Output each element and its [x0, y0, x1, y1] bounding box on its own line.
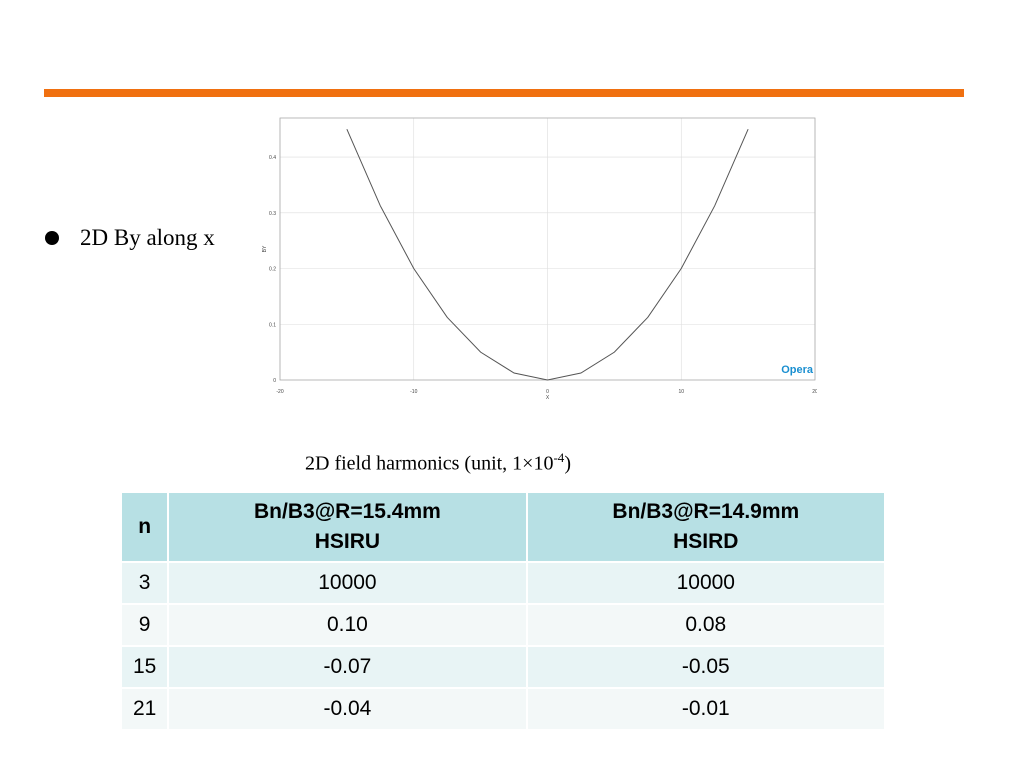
bullet-dot [45, 231, 59, 245]
table-row: 3 10000 10000 [122, 562, 887, 605]
header-line: Bn/B3@R=14.9mm [612, 500, 800, 523]
table-row: 9 0.10 0.08 [122, 604, 887, 647]
header-line: HSIRU [314, 530, 381, 553]
header-line: Bn/B3@R=15.4mm [254, 500, 441, 523]
table-cell: 0.08 [526, 604, 887, 647]
x-tick-label: 20 [812, 389, 817, 395]
x-tick-label: 10 [678, 389, 684, 395]
table-cell: 15 [122, 646, 170, 689]
table-cell: 0.10 [168, 604, 528, 647]
caption-end: ) [564, 452, 571, 475]
header-rule [44, 89, 964, 97]
x-tick-label: -20 [276, 389, 283, 395]
table-cell: 9 [122, 604, 170, 647]
y-tick-label: 0.4 [269, 155, 276, 161]
table-row: 15 -0.07 -0.05 [122, 646, 887, 689]
y-tick-label: 0.2 [269, 267, 276, 273]
caption-sup: -4 [553, 450, 565, 465]
chart-bg [260, 115, 817, 405]
y-tick-label: 0.3 [269, 211, 276, 217]
table-row: 21 -0.04 -0.01 [122, 688, 887, 731]
y-tick-label: 0.1 [269, 322, 276, 328]
table-cell: 21 [122, 688, 170, 731]
table-cell: -0.04 [168, 688, 528, 731]
table: n Bn/B3@R=15.4mm HSIRU Bn/B3@R=14.9mm HSIRD 3… [122, 493, 887, 731]
table-cell: 10000 [526, 562, 887, 605]
bullet-text: 2D By along x [80, 225, 215, 250]
table-cell: 10000 [168, 562, 528, 605]
table-cell: -0.07 [168, 646, 528, 689]
y-axis-label: BY [262, 245, 268, 252]
logo: Opera [781, 364, 814, 376]
header-line: n [138, 515, 152, 538]
chart: 0 0.1 0.2 0.3 0.4 -20 -10 0 10 20 X BY Opera [260, 115, 817, 405]
y-tick-label: 0 [273, 378, 276, 384]
header-cell: Bn/B3@R=15.4mm HSIRU [168, 493, 528, 563]
x-tick-label: 0 [546, 389, 549, 395]
header-row: n Bn/B3@R=15.4mm HSIRU Bn/B3@R=14.9mm HSIRD [122, 493, 887, 563]
header-line: HSIRD [673, 530, 739, 553]
x-tick-label: -10 [410, 389, 417, 395]
x-axis-label: X [546, 395, 550, 401]
header-cell: Bn/B3@R=14.9mm HSIRD [526, 493, 887, 563]
series-line [346, 128, 749, 381]
table-cell: -0.05 [526, 646, 887, 689]
table-cell: 3 [122, 562, 170, 605]
header-cell: n [122, 493, 170, 563]
table-cell: -0.01 [526, 688, 887, 731]
caption: 2D field harmonics (unit, 1×10-4) [305, 450, 571, 476]
caption-text: 2D field harmonics (unit, 1×10 [305, 452, 554, 475]
